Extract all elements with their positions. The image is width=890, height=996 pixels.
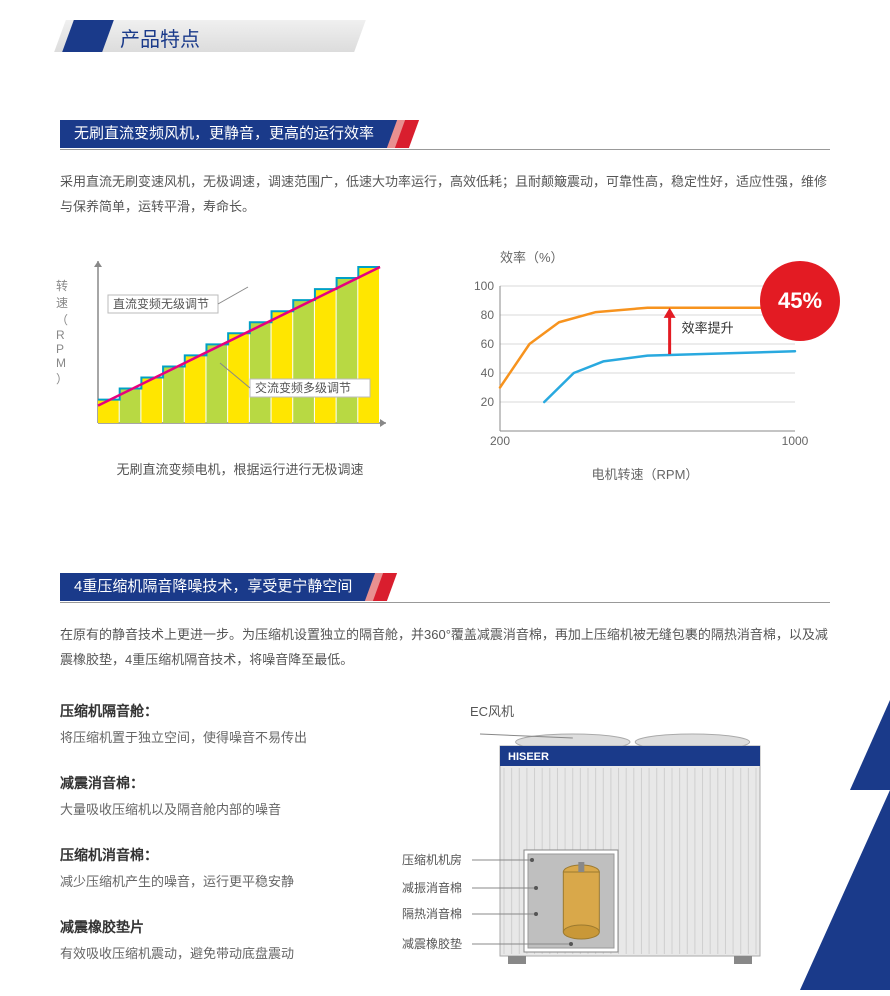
svg-text:HISEER: HISEER bbox=[508, 751, 549, 763]
efficiency-chart: 效率（%） 204060801002001000效率提升 电机转速（RPM） 4… bbox=[460, 247, 830, 483]
page-title: 产品特点 bbox=[120, 23, 200, 52]
svg-text:40: 40 bbox=[481, 366, 495, 380]
section1-body: 采用直流无刷变速风机，无极调速，调速范围广，低速大功率运行，高效低耗；且耐颠簸震… bbox=[60, 170, 830, 219]
staircase-chart: 转速（RPM） 直流变频无级调节交流变频多级调节 无刷直流变频电机，根据运行进行… bbox=[60, 247, 420, 483]
svg-text:60: 60 bbox=[481, 337, 495, 351]
svg-text:效率提升: 效率提升 bbox=[682, 321, 734, 336]
feature-desc: 将压缩机置于独立空间，使得噪音不易传出 bbox=[60, 727, 360, 749]
feature-title: 减震消音棉： bbox=[60, 773, 360, 793]
feature-desc: 有效吸收压缩机震动，避免带动底盘震动 bbox=[60, 943, 360, 965]
stair-y-axis-label: 转速（RPM） bbox=[56, 277, 70, 387]
page-title-ribbon: 产品特点 bbox=[60, 20, 830, 60]
feature-title: 压缩机隔音舱： bbox=[60, 701, 360, 721]
feature-desc: 大量吸收压缩机以及隔音舱内部的噪音 bbox=[60, 799, 360, 821]
feature-item: 压缩机消音棉： 减少压缩机产生的噪音，运行更平稳安静 bbox=[60, 845, 360, 893]
feature-item: 减震消音棉： 大量吸收压缩机以及隔音舱内部的噪音 bbox=[60, 773, 360, 821]
feature-list: 压缩机隔音舱： 将压缩机置于独立空间，使得噪音不易传出减震消音棉： 大量吸收压缩机以… bbox=[60, 701, 360, 996]
svg-text:20: 20 bbox=[481, 395, 495, 409]
unit-diagram: EC风机 HISEER 压缩机机房减振消音棉隔热消音棉减震橡胶垫 bbox=[390, 701, 830, 996]
feature-title: 压缩机消音棉： bbox=[60, 845, 360, 865]
ec-fan-label: EC风机 bbox=[470, 701, 830, 720]
feature-item: 压缩机隔音舱： 将压缩机置于独立空间，使得噪音不易传出 bbox=[60, 701, 360, 749]
svg-text:100: 100 bbox=[474, 279, 494, 293]
svg-text:1000: 1000 bbox=[782, 434, 809, 448]
feature-title: 减震橡胶垫片 bbox=[60, 917, 360, 937]
section2-heading-bar: 4重压缩机隔音降噪技术，享受更宁静空间 bbox=[60, 573, 830, 603]
eff-x-label: 电机转速（RPM） bbox=[460, 464, 830, 483]
svg-text:减振消音棉: 减振消音棉 bbox=[402, 880, 462, 895]
section1-heading: 无刷直流变频风机，更静音，更高的运行效率 bbox=[60, 120, 398, 148]
svg-text:减震橡胶垫: 减震橡胶垫 bbox=[402, 936, 462, 951]
svg-text:隔热消音棉: 隔热消音棉 bbox=[402, 906, 462, 921]
section2-heading: 4重压缩机隔音降噪技术，享受更宁静空间 bbox=[60, 573, 376, 601]
efficiency-badge: 45% bbox=[760, 261, 840, 341]
eff-y-title: 效率（%） bbox=[500, 247, 830, 266]
svg-text:200: 200 bbox=[490, 434, 510, 448]
stair-caption: 无刷直流变频电机，根据运行进行无极调速 bbox=[60, 459, 420, 478]
section2-body: 在原有的静音技术上更进一步。为压缩机设置独立的隔音舱，并360°覆盖减震消音棉，… bbox=[60, 623, 830, 672]
svg-text:交流变频多级调节: 交流变频多级调节 bbox=[255, 380, 351, 395]
feature-item: 减震橡胶垫片有效吸收压缩机震动，避免带动底盘震动 bbox=[60, 917, 360, 965]
svg-text:直流变频无级调节: 直流变频无级调节 bbox=[113, 296, 209, 311]
svg-text:压缩机机房: 压缩机机房 bbox=[402, 852, 462, 867]
corner-decoration bbox=[800, 790, 890, 990]
section1-heading-bar: 无刷直流变频风机，更静音，更高的运行效率 bbox=[60, 120, 830, 150]
feature-desc: 减少压缩机产生的噪音，运行更平稳安静 bbox=[60, 871, 360, 893]
svg-text:80: 80 bbox=[481, 308, 495, 322]
